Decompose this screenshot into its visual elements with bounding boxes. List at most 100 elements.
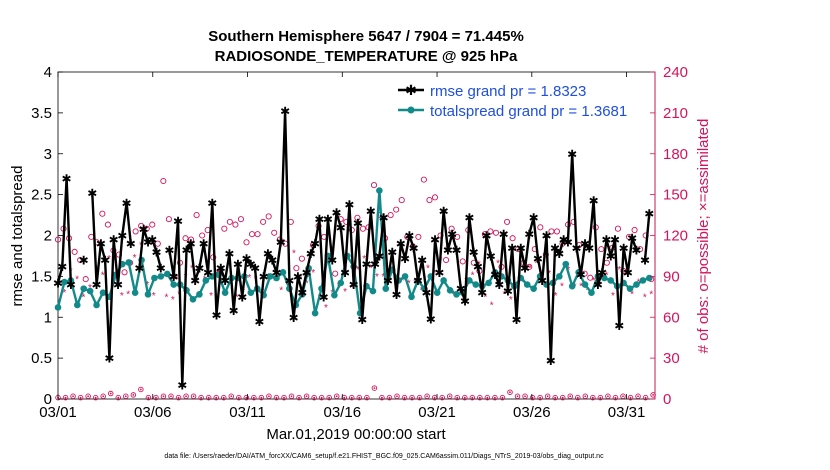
obs-possible-point	[420, 176, 427, 183]
obs-possible-zero-point	[401, 394, 408, 401]
obs-assimilated-point: *	[522, 277, 526, 288]
obs-possible-zero-point	[205, 394, 212, 401]
totalspread-point	[369, 287, 377, 295]
rmse-point: ✱	[190, 274, 200, 288]
rmse-point: ✱	[511, 313, 521, 327]
obs-possible-zero-point	[364, 394, 370, 401]
obs-possible-zero-point	[85, 393, 91, 400]
obs-assimilated-point: *	[356, 265, 360, 276]
obs-assimilated-zero-point	[200, 396, 203, 399]
obs-possible-point	[226, 218, 233, 225]
totalspread-point	[639, 277, 647, 284]
obs-assimilated-point: *	[554, 291, 558, 302]
obs-possible-point	[82, 276, 89, 283]
obs-assimilated-zero-point	[350, 396, 353, 399]
totalspread-point	[144, 291, 152, 298]
obs-assimilated-point: *	[585, 286, 589, 297]
y-tick-label: 1	[44, 309, 52, 326]
x-tick-label: 03/26	[513, 404, 551, 421]
obs-assimilated-point: *	[101, 271, 105, 282]
obs-assimilated-zero-point	[546, 395, 549, 398]
rmse-point: ✱	[554, 247, 564, 261]
obs-possible-zero-point	[544, 393, 551, 400]
obs-possible-zero-point	[394, 393, 400, 400]
obs-assimilated-point: *	[477, 260, 481, 271]
rmse-point: ✱	[370, 258, 380, 272]
obs-assimilated-point: *	[560, 281, 564, 292]
totalspread-point	[646, 274, 653, 282]
rmse-point: ✱	[524, 227, 534, 241]
rmse-point: ✱	[344, 198, 354, 212]
totalspread-point	[588, 289, 595, 297]
obs-assimilated-zero-point	[607, 395, 609, 398]
obs-possible-zero-point	[258, 394, 265, 401]
obs-possible-point	[271, 229, 278, 236]
rmse-point: ✱	[293, 270, 303, 284]
rmse-point: ✱	[559, 233, 569, 247]
obs-possible-point	[298, 255, 305, 262]
totalspread-point	[633, 281, 640, 288]
obs-assimilated-zero-point	[185, 395, 187, 398]
rmse-point: ✱	[323, 213, 333, 227]
obs-assimilated-zero-point	[591, 396, 594, 399]
rmse-point: ✱	[254, 315, 264, 329]
obs-possible-zero-point	[288, 393, 295, 400]
totalspread-point	[266, 273, 274, 280]
obs-assimilated-zero-point	[637, 395, 639, 398]
obs-assimilated-zero-point	[147, 396, 150, 399]
obs-assimilated-point: *	[420, 286, 424, 297]
rmse-point: ✱	[117, 229, 127, 243]
rmse-line	[56, 177, 73, 285]
obs-assimilated-point: *	[343, 287, 347, 298]
obs-assimilated-zero-point	[501, 396, 504, 399]
rmse-point: ✱	[460, 294, 470, 308]
rmse-point: ✱	[426, 312, 436, 326]
obs-assimilated-point: *	[158, 275, 162, 286]
obs-possible-zero-point	[333, 393, 340, 400]
rmse-point: ✱	[280, 105, 290, 119]
x-tick-label: 03/16	[324, 404, 362, 421]
obs-assimilated-point: *	[426, 264, 430, 275]
rmse-point: ✱	[139, 222, 149, 236]
y-tick-label: 0	[44, 391, 52, 408]
obs-assimilated-zero-point	[237, 396, 240, 399]
obs-assimilated-zero-point	[539, 396, 542, 399]
obs-possible-zero-point	[92, 394, 99, 401]
y2-tick-label: 30	[663, 350, 680, 367]
totalspread-point	[131, 289, 139, 297]
obs-assimilated-point: *	[133, 253, 137, 264]
rmse-point: ✱	[109, 233, 119, 247]
rmse-point: ✱	[250, 262, 260, 276]
obs-assimilated-zero-point	[652, 394, 655, 396]
x-axis-label: Mar.01,2019 00:00:00 start	[266, 426, 446, 443]
obs-possible-zero-point	[605, 393, 611, 400]
obs-possible-point	[132, 228, 139, 235]
obs-possible-zero-point	[484, 394, 491, 401]
obs-possible-zero-point	[311, 394, 317, 401]
obs-possible-zero-point	[371, 385, 378, 391]
obs-assimilated-point: *	[75, 275, 79, 286]
chart-title-line1: Southern Hemisphere 5647 / 7904 = 71.445…	[208, 28, 524, 45]
x-tick-label: 03/21	[418, 404, 456, 421]
obs-assimilated-zero-point	[162, 395, 165, 398]
obs-possible-point	[188, 236, 195, 243]
obs-assimilated-zero-point	[215, 396, 218, 399]
obs-possible-zero-point	[575, 394, 581, 401]
rmse-point: ✱	[503, 285, 513, 299]
obs-assimilated-zero-point	[358, 396, 361, 399]
obs-assimilated-point: *	[375, 272, 379, 283]
rmse-point: ✱	[606, 249, 616, 263]
obs-possible-zero-point	[349, 394, 355, 401]
obs-assimilated-point: *	[617, 265, 621, 276]
obs-assimilated-point: *	[82, 292, 86, 303]
rmse-point: ✱	[216, 262, 226, 276]
rmse-point: ✱	[546, 354, 556, 368]
obs-assimilated-zero-point	[124, 395, 127, 398]
obs-assimilated-point: *	[541, 277, 545, 288]
obs-assimilated-point: *	[490, 300, 494, 311]
obs-possible-point	[293, 265, 300, 272]
rmse-point: ✱	[259, 270, 269, 284]
obs-possible-zero-point	[123, 393, 129, 400]
rmse-point: ✱	[439, 204, 449, 218]
totalspread-point	[151, 274, 158, 282]
